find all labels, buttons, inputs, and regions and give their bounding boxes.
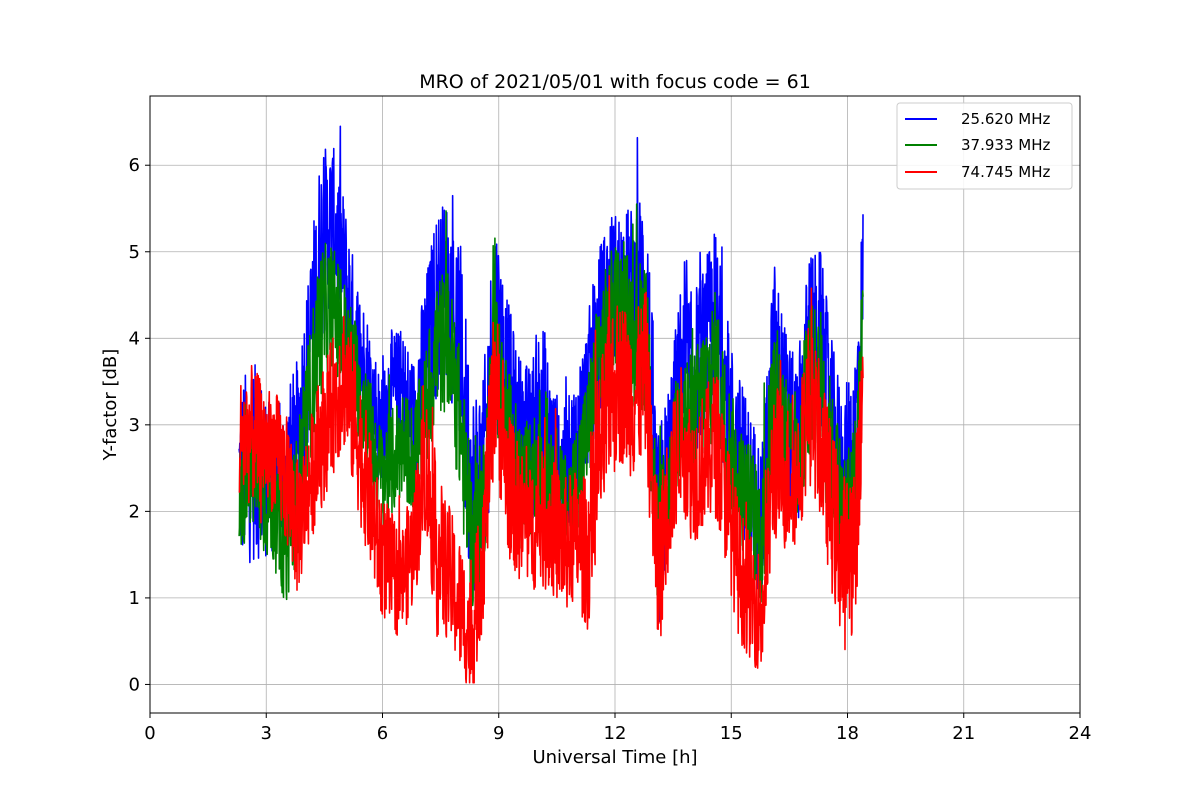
x-tick-label: 9	[493, 723, 504, 744]
legend-box	[896, 102, 1073, 190]
x-tick-label: 24	[1069, 723, 1092, 744]
x-tick-label: 0	[144, 723, 155, 744]
x-tick-label: 3	[261, 723, 272, 744]
y-tick-label: 1	[129, 588, 140, 609]
x-tick-label: 6	[377, 723, 388, 744]
legend-label-37mhz: 37.933 MHz	[961, 136, 1050, 154]
y-tick-label: 3	[129, 415, 140, 436]
x-tick-label: 15	[720, 723, 743, 744]
legend-label-74mhz: 74.745 MHz	[961, 163, 1050, 181]
y-axis-label: Y-factor [dB]	[100, 349, 121, 462]
y-tick-label: 0	[129, 674, 140, 695]
y-tick-label: 2	[129, 501, 140, 522]
x-tick-label: 12	[604, 723, 627, 744]
plot-series	[238, 125, 864, 684]
y-tick-label: 6	[129, 155, 140, 176]
y-tick-label: 5	[129, 242, 140, 263]
legend: 25.620 MHz 37.933 MHz 74.745 MHz	[896, 102, 1073, 190]
chart-title: MRO of 2021/05/01 with focus code = 61	[419, 71, 811, 93]
y-tick-label: 4	[129, 328, 140, 349]
x-axis-label: Universal Time [h]	[532, 747, 697, 768]
x-tick-label: 18	[836, 723, 859, 744]
x-tick-label: 21	[952, 723, 975, 744]
series-line-2	[238, 275, 864, 684]
legend-label-25mhz: 25.620 MHz	[961, 110, 1050, 128]
